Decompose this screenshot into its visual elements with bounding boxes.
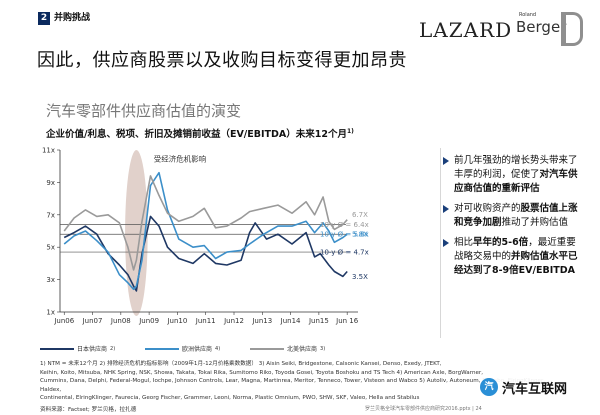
series-end-label-1: 5.8X bbox=[352, 231, 368, 239]
watermark-logo-icon: 汽 bbox=[480, 378, 498, 396]
y-tick-label: 9x bbox=[46, 179, 55, 187]
legend-sup-europe: 4) bbox=[215, 345, 221, 352]
average-label-1: 10-y Ø = 5.8x bbox=[320, 231, 369, 239]
watermark: 汽 汽车互联网 bbox=[480, 376, 588, 398]
x-tick-label: Jun09 bbox=[138, 317, 159, 325]
bullet-bold-text: 对汽车供应商估值的重新评估 bbox=[454, 169, 578, 194]
section-label: 并购挑战 bbox=[54, 13, 91, 23]
triangle-bullet-icon bbox=[443, 157, 449, 165]
footnote-line: Cummins, Dana, Delphi, Federal-Mogul, Io… bbox=[40, 378, 546, 385]
chart-title: 企业价值/利息、税项、折旧及摊销前收益（EV/EBITDA）未来12个月1) bbox=[46, 126, 354, 140]
y-tick-label: 7x bbox=[46, 211, 55, 219]
valuation-line-chart: 受经济危机影响 1x 3x 5x 7x 9x 11x Jun06 Jun07 Jun08 Jun09… bbox=[38, 142, 428, 334]
bullet-bold-text-2: 并购估值水平已经达到了8-9倍EV/EBITDA bbox=[454, 251, 578, 276]
series-line-2 bbox=[63, 175, 348, 271]
bullet-item: 对可收购资产的股票估值上涨和竞争加剧推动了并购估值 bbox=[443, 202, 583, 230]
crisis-region-label: 受经济危机影响 bbox=[154, 153, 207, 163]
chart-svg: 受经济危机影响 1x 3x 5x 7x 9x 11x Jun06 Jun07 Jun08 Jun09… bbox=[42, 147, 369, 326]
page-subtitle: 汽车零部件供应商估值的演变 bbox=[46, 102, 242, 120]
roland-berger-logo-small-text: Roland bbox=[519, 12, 537, 18]
footnote-line: Continental, ElringKlinger, Faurecia, Ge… bbox=[40, 395, 420, 402]
bullet-text: 相比 bbox=[454, 237, 474, 248]
roland-berger-logo-text: Berger bbox=[516, 18, 567, 36]
x-tick-label: Jun11 bbox=[195, 317, 216, 325]
bullet-text-tail: ，最近重要战略交易中的 bbox=[454, 237, 576, 262]
series-line-0 bbox=[63, 215, 348, 292]
roland-berger-logo-mark bbox=[561, 12, 583, 46]
footnote-line: Haldex, bbox=[40, 386, 62, 393]
y-tick-label: 3x bbox=[46, 276, 55, 284]
chart-title-footnote-marker: 1) bbox=[347, 127, 354, 135]
watermark-text: 汽车互联网 bbox=[502, 381, 568, 397]
x-tick-label: Jun14 bbox=[280, 317, 301, 325]
x-tick-label: Jun07 bbox=[82, 317, 103, 325]
y-tick-label: 11x bbox=[42, 147, 55, 155]
legend-sup-japan: 2) bbox=[110, 345, 116, 352]
triangle-bullet-icon bbox=[443, 239, 449, 247]
legend-item-north-america: 北美供应商 3) bbox=[250, 344, 325, 353]
x-tick-label: Jun 16 bbox=[335, 317, 359, 325]
x-tick-label: Jun10 bbox=[166, 317, 187, 325]
chart-title-text: 企业价值/利息、税项、折旧及摊销前收益（EV/EBITDA）未来12个月 bbox=[46, 129, 347, 140]
bullet-bold-text: 早年的5-6倍 bbox=[473, 237, 529, 248]
footnotes: 1) NTM = 未来12个月 2) 排除经济危机的指标影响（2009年1月-1… bbox=[40, 360, 580, 403]
lazard-logo: LAZARD bbox=[419, 18, 513, 42]
bullet-bold-text: 股票估值上涨和竞争加剧 bbox=[454, 203, 578, 228]
footer-file-and-page: 罗兰贝格全球汽车零部件供应商研究2016.pptx | 24 bbox=[365, 406, 482, 412]
column-divider bbox=[440, 148, 441, 338]
x-tick-label: Jun06 bbox=[53, 317, 74, 325]
y-tick-label: 1x bbox=[46, 309, 55, 317]
y-tick-label: 5x bbox=[46, 244, 55, 252]
legend-sup-north-america: 3) bbox=[320, 345, 326, 352]
legend-line-japan bbox=[40, 347, 74, 350]
legend-label-europe: 欧洲供应商 bbox=[182, 346, 213, 353]
section-number-badge: 2 bbox=[38, 12, 50, 25]
series-end-label-0: 3.5X bbox=[352, 273, 368, 281]
series-line-1 bbox=[63, 171, 348, 291]
triangle-bullet-icon bbox=[443, 205, 449, 213]
bullet-item: 相比早年的5-6倍，最近重要战略交易中的并购估值水平已经达到了8-9倍EV/EB… bbox=[443, 236, 583, 278]
legend-item-europe: 欧洲供应商 4) bbox=[145, 344, 220, 353]
legend-label-japan: 日本供应商 bbox=[77, 346, 108, 353]
bullet-text-tail: 推动了并购估值 bbox=[501, 217, 569, 228]
crisis-shaded-region bbox=[125, 150, 148, 316]
insight-bullets: 前几年强劲的增长势头带来了丰厚的利润，促使了对汽车供应商估值的重新评估 对可收购… bbox=[443, 154, 583, 284]
footnote-line: 1) NTM = 未来12个月 2) 排除经济危机的指标影响（2009年1月-1… bbox=[40, 361, 442, 367]
x-tick-label: Jun13 bbox=[251, 317, 272, 325]
series-end-label-2: 6.7X bbox=[352, 211, 368, 219]
legend-item-japan: 日本供应商 2) bbox=[40, 344, 115, 353]
x-tick-label: Jun12 bbox=[223, 317, 244, 325]
footnote-line: Keihin, Koito, Mitsuba, NHK Spring, NSK,… bbox=[40, 369, 484, 376]
average-label-0: 10-y Ø = 4.7x bbox=[320, 249, 369, 257]
page-title: 因此，供应商股票以及收购目标变得更加昂贵 bbox=[37, 50, 407, 71]
chart-legend: 日本供应商 2) 欧洲供应商 4) 北美供应商 3) bbox=[40, 344, 420, 354]
x-tick-label: Jun08 bbox=[110, 317, 131, 325]
legend-label-north-america: 北美供应商 bbox=[287, 346, 318, 353]
bullet-item: 前几年强劲的增长势头带来了丰厚的利润，促使了对汽车供应商估值的重新评估 bbox=[443, 154, 583, 196]
average-label-2: 10-y Ø = 6.4x bbox=[320, 221, 369, 229]
x-tick-label: Jun15 bbox=[308, 317, 329, 325]
legend-line-europe bbox=[145, 347, 179, 350]
source-note: 资料来源：Factset; 罗兰贝格，拉扎德 bbox=[40, 407, 137, 413]
bullet-text: 对可收购资产的 bbox=[454, 203, 521, 214]
bullet-text: 前几年强劲的增长势头带来了丰厚的利润，促使了 bbox=[454, 155, 578, 180]
legend-line-north-america bbox=[250, 347, 284, 350]
